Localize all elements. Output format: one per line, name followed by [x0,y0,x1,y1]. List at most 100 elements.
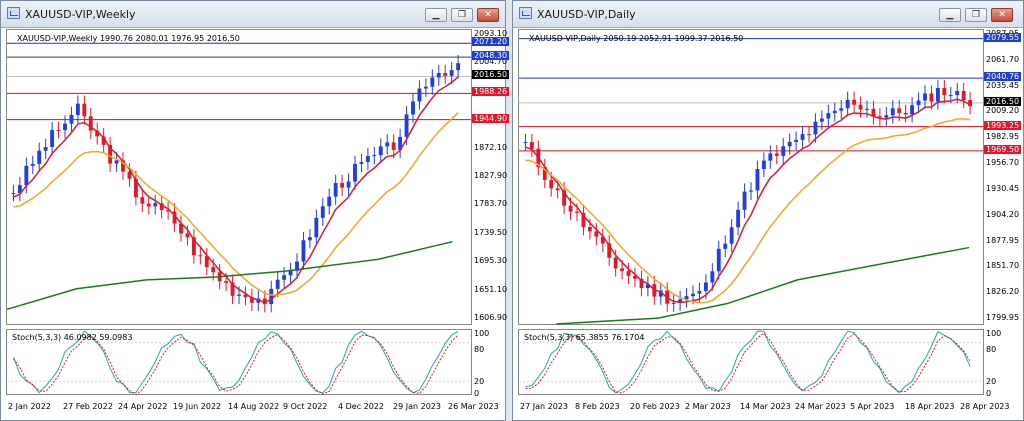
candle [774,153,779,156]
candle [133,178,138,198]
stoch-tick-label: 80 [474,345,485,354]
price-tick-label: 1695.30 [474,256,508,266]
candle [845,99,850,109]
candle [237,294,241,296]
date-tick-label: 2 Mar 2023 [685,402,731,411]
price-tick-label: 1930.45 [986,183,1020,193]
restore-button[interactable]: ❐ [451,8,473,22]
candle [30,163,35,166]
stochastic-panel[interactable]: Stoch(5,3,3) 65.3855 76.1704 [518,329,984,395]
candle [781,146,786,156]
candlestick-plot[interactable] [6,30,471,324]
price-tick-label: 2061.70 [986,54,1020,64]
candle [256,298,261,303]
candle [153,203,158,207]
candle [443,72,448,76]
price-tick-label: 1827.90 [474,171,508,180]
candle [69,114,74,124]
candle [314,217,319,238]
title-bar[interactable]: XAUUSD-VIP,Weekly ▁ ❐ ✕ [1,1,505,28]
candle [404,114,409,137]
candle [742,191,747,210]
chart-legend: XAUUSD-VIP,Weekly 1990.76 2080.01 1976.9… [17,34,240,43]
candle [456,63,461,71]
candle [729,227,734,244]
candle [340,182,345,188]
minimize-button[interactable]: ▁ [425,8,447,22]
chart-window-daily[interactable]: XAUUSD-VIP,Daily ▁ ❐ ✕ XAUUSD-VIP,Daily … [512,0,1024,421]
candle [549,179,554,189]
candle [755,168,760,191]
chart-legend: XAUUSD-VIP,Daily 2050.19 2052.91 1999.37… [529,34,744,43]
candle [204,256,209,267]
price-tick-label: 1877.95 [986,235,1020,245]
date-tick-label: 27 Jan 2023 [520,402,568,411]
candle [523,142,528,144]
candle [568,205,573,212]
candle [691,293,695,297]
candle [587,226,592,232]
price-chart[interactable]: XAUUSD-VIP,Weekly 1990.76 2080.01 1976.9… [6,29,472,325]
candle [146,203,151,207]
price-tick-label: 1739.50 [474,227,508,237]
price-tag: 2079.55 [984,32,1022,42]
chart-app-icon [7,7,20,19]
ma-mid-line [525,118,971,304]
stochastic-panel[interactable]: Stoch(5,3,3) 46.0982 59.0983 [6,329,472,396]
price-tick-label: 1799.95 [986,313,1020,322]
stochastic-plot[interactable] [7,330,471,396]
price-chart[interactable]: XAUUSD-VIP,Daily 2050.19 2052.91 1999.37… [518,29,984,325]
candle [736,209,741,228]
candle [63,123,67,131]
candle [529,142,534,149]
candle [562,190,567,206]
candle [897,108,902,113]
title-bar[interactable]: XAUUSD-VIP,Daily ▁ ❐ ✕ [513,1,1023,28]
ma-slow-line [6,240,453,311]
candle [594,231,599,237]
candle [179,223,183,234]
chart-app-icon [519,7,532,19]
close-button[interactable]: ✕ [477,8,499,22]
candle [865,108,869,110]
candle [581,212,586,227]
stoch-tick-label: 80 [986,345,997,354]
candle [710,271,715,283]
candle [398,136,403,150]
restore-button[interactable]: ❐ [965,8,987,22]
price-tick-label: 1956.70 [986,158,1020,168]
candle [411,101,415,115]
candle [626,271,631,276]
candle [761,160,766,169]
candle [819,118,824,122]
candle [121,160,125,172]
candle [942,88,947,96]
candle [658,290,663,297]
price-tick-label: 1982.95 [986,132,1020,142]
candle [159,203,164,211]
stochastic-plot[interactable] [519,330,983,394]
candle [620,268,625,272]
candle [249,297,254,303]
candle [333,182,338,197]
price-tick-label: 2004.70 [474,57,508,67]
candle [903,112,908,115]
price-tag: 1993.25 [984,120,1022,130]
stoch-tick-label: 100 [474,329,490,338]
candle [288,270,293,276]
minimize-button[interactable]: ▁ [939,8,961,22]
stoch-tick-label: 20 [474,377,485,386]
price-tick-label: 1851.70 [986,261,1020,271]
candlestick-plot[interactable] [519,30,983,325]
chart-window-weekly[interactable]: XAUUSD-VIP,Weekly ▁ ❐ ✕ XAUUSD-VIP,Weekl… [0,0,510,421]
candle [11,193,16,195]
candle [24,165,29,186]
candle [82,103,87,117]
candle [359,162,364,164]
close-button[interactable]: ✕ [991,8,1013,22]
stochastic-label: Stoch(5,3,3) 65.3855 76.1704 [524,333,645,342]
stoch-main-line [12,330,459,394]
candle [436,72,441,78]
candle [353,163,357,182]
ma-fast-line [13,76,459,304]
